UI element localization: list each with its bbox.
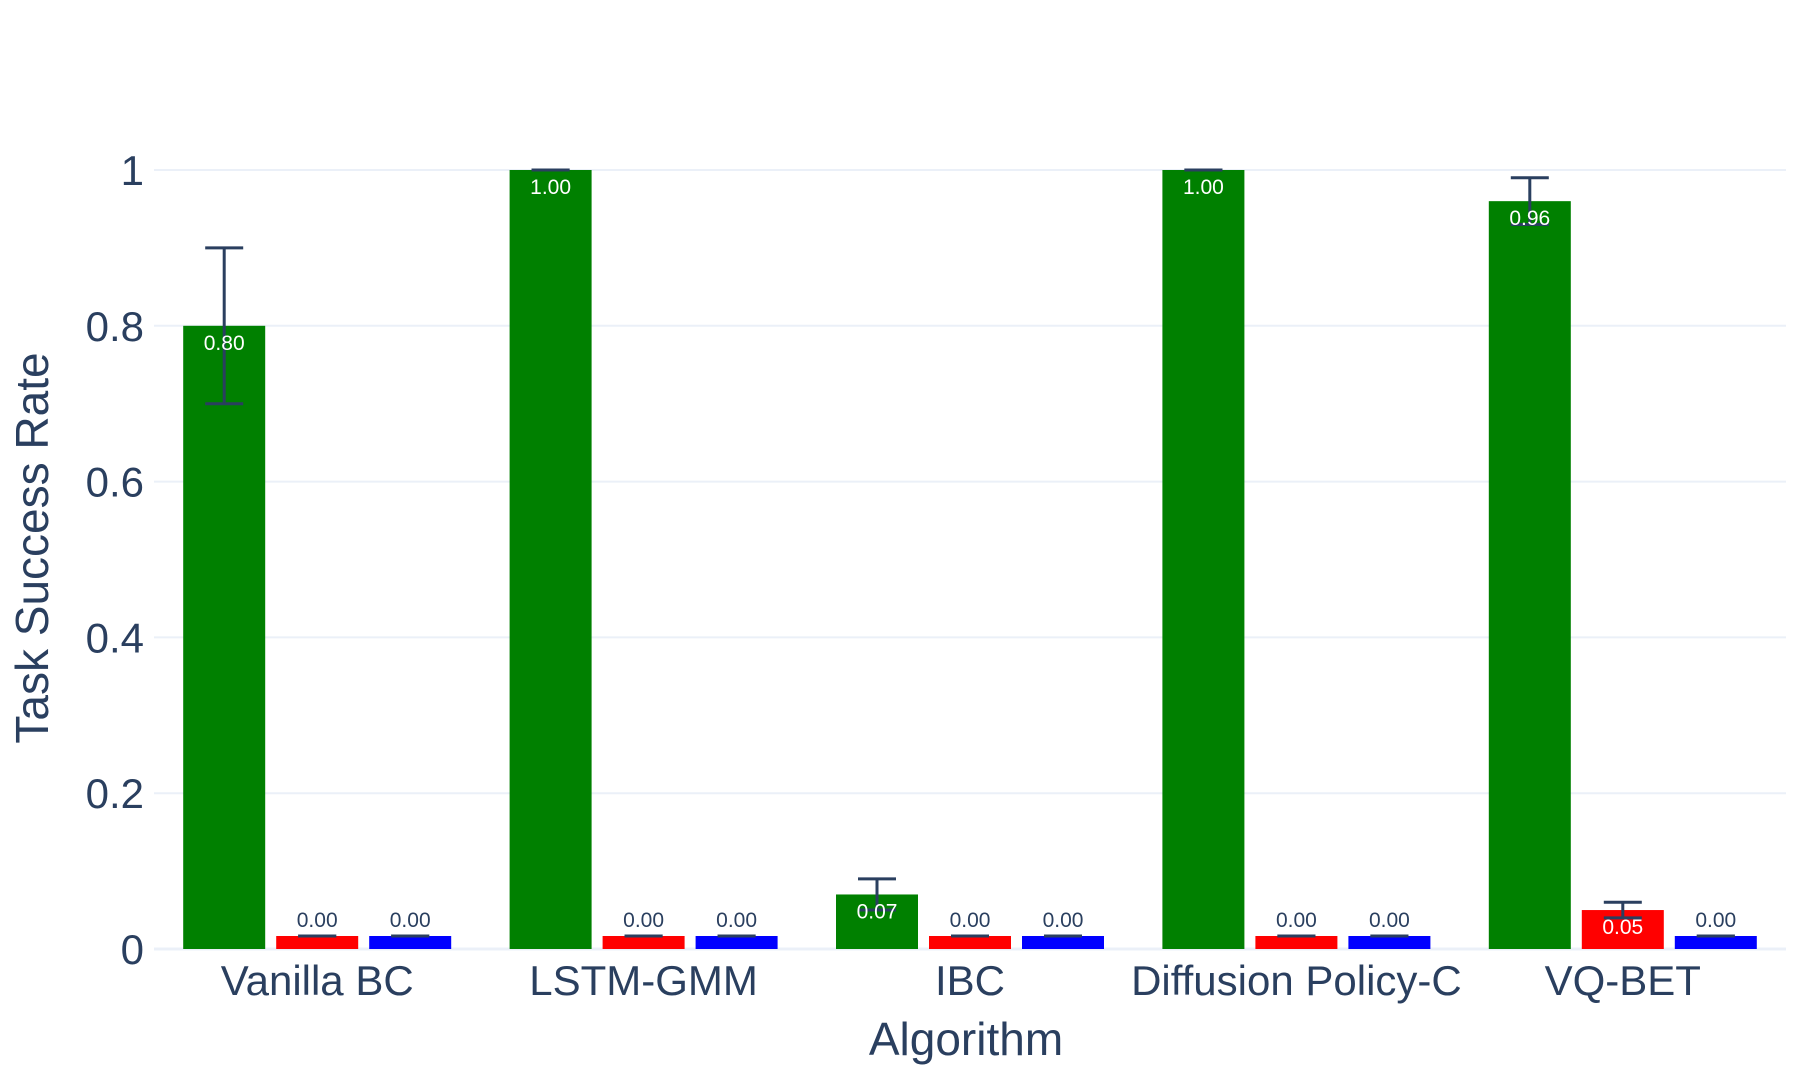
bar [369,936,452,949]
bar-value-label: 0.00 [1695,909,1736,932]
bar-value-label: 0.07 [857,900,898,923]
bar-value-label: 0.00 [297,909,338,932]
bar [602,936,685,949]
bar-value-label: 0.00 [1043,909,1084,932]
bar [1255,936,1338,949]
data-labels-layer: 0.80 0.00 0.00 1.00 0.00 0.00 0.07 0.00 0.00 1.00… [204,176,1736,939]
bar [1022,936,1104,949]
x-axis-title: Algorithm [869,1013,1063,1065]
x-tick-label: Vanilla BC [221,957,414,1004]
bar-value-label: 0.00 [716,909,757,932]
bar-value-label: 1.00 [530,176,571,199]
y-tick-label: 1 [121,147,144,194]
bar-value-label: 0.05 [1602,916,1643,939]
y-tick-label: 0.2 [86,770,144,817]
bar-value-label: 0.00 [623,909,664,932]
bar-value-label: 0.00 [1369,909,1410,932]
y-tick-label: 0 [121,926,144,973]
y-tick-label: 0.6 [86,459,144,506]
x-tick-label: VQ-BET [1545,957,1701,1004]
bar [1348,936,1431,949]
bar [276,936,359,949]
bar-value-label: 0.00 [950,909,991,932]
bar [183,325,266,949]
bar [695,936,778,949]
y-tick-label: 0.8 [86,303,144,350]
x-tick-label: Diffusion Policy-C [1131,957,1462,1004]
bar [1674,936,1757,949]
bar-value-label: 0.00 [390,909,431,932]
bar-value-label: 0.96 [1509,207,1550,230]
bars-layer [183,170,1757,949]
error-bars-layer [205,168,1735,938]
x-tick-label: IBC [935,957,1005,1004]
bar [1488,201,1571,949]
bar [929,936,1011,949]
bar-value-label: 0.80 [204,332,245,355]
bar [509,170,592,949]
x-tick-label: LSTM-GMM [529,957,758,1004]
y-axis-title: Task Success Rate [6,352,58,743]
bar-value-label: 0.00 [1276,909,1317,932]
ticks-layer: 0 0.2 0.4 0.6 0.8 1 Vanilla BC LSTM-GMM IBC Diffu… [86,147,1701,1004]
y-tick-label: 0.4 [86,614,144,661]
bar-value-label: 1.00 [1183,176,1224,199]
bar [1162,170,1245,949]
